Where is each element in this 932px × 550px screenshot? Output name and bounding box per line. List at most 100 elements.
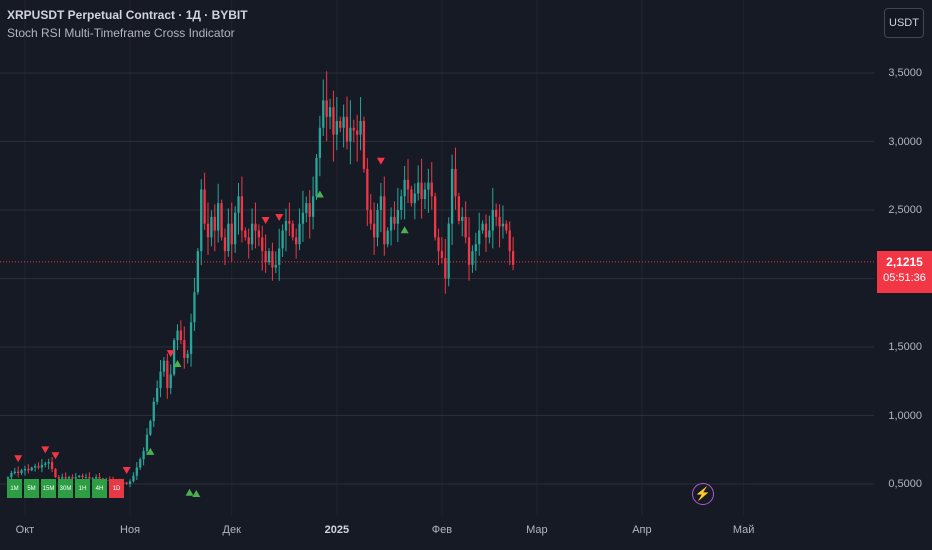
candle	[156, 388, 159, 402]
candle	[257, 230, 261, 238]
candle	[291, 223, 294, 238]
candle	[81, 475, 84, 478]
candle	[413, 193, 416, 204]
candle	[17, 471, 20, 474]
candle	[437, 237, 440, 252]
timeframe-cell: 4H	[92, 479, 107, 498]
candle	[230, 223, 233, 245]
buy-signal-marker	[192, 489, 201, 497]
candle	[495, 210, 498, 217]
candle	[396, 210, 399, 224]
candle	[139, 459, 142, 468]
candle	[132, 475, 135, 482]
time-tick-label: Мар	[526, 524, 548, 536]
candle	[30, 467, 33, 471]
timeframe-cell: 1H	[75, 479, 90, 498]
candle	[349, 127, 352, 142]
candle	[376, 210, 379, 238]
candle	[152, 401, 155, 421]
candle	[410, 189, 413, 204]
candle	[244, 230, 247, 238]
candle	[403, 179, 406, 197]
candle	[84, 477, 88, 479]
sell-signal-marker	[14, 455, 23, 463]
candle	[393, 216, 396, 224]
candle	[386, 230, 389, 245]
candle	[23, 468, 27, 471]
candle	[64, 477, 67, 479]
candle	[13, 471, 16, 474]
sell-signal-marker	[376, 157, 385, 165]
candle	[200, 189, 203, 252]
candle	[169, 374, 172, 389]
candle	[186, 353, 189, 358]
buy-signal-marker	[146, 447, 155, 455]
candle	[149, 420, 152, 435]
price-tick-label: 3,5000	[888, 67, 922, 79]
candle	[223, 237, 227, 252]
candle	[47, 462, 50, 464]
candle	[176, 330, 179, 341]
candle	[247, 237, 250, 245]
buy-signal-marker	[400, 226, 409, 234]
candle	[237, 196, 240, 213]
candle	[67, 477, 71, 479]
timeframe-table: 1M 5M 15M 30M 1H 4H 1D	[7, 479, 124, 498]
indicator-title[interactable]: Stoch RSI Multi-Timeframe Cross Indicato…	[7, 26, 235, 40]
candle	[501, 223, 505, 227]
candle	[37, 466, 40, 468]
candle	[98, 477, 101, 479]
candle	[444, 257, 447, 279]
candle	[356, 130, 359, 135]
timeframe-cell: 15M	[41, 479, 56, 498]
candle	[301, 212, 305, 224]
candle	[484, 223, 488, 238]
time-tick-label: Окт	[15, 524, 35, 536]
price-tick-label: 0,5000	[888, 478, 922, 490]
candles	[6, 71, 515, 488]
candle	[78, 475, 81, 478]
candle	[189, 322, 193, 354]
candle	[508, 230, 511, 252]
candle	[50, 462, 54, 469]
candle	[450, 168, 454, 224]
symbol-title[interactable]: XRPUSDT Perpetual Contract · 1Д · BYBIT	[7, 8, 248, 22]
candle	[196, 251, 199, 293]
candle	[220, 203, 223, 238]
candle	[478, 230, 481, 245]
candle	[142, 451, 145, 460]
time-tick-label: 2025	[324, 524, 350, 536]
candle	[318, 127, 322, 158]
candle	[315, 157, 318, 197]
candle	[457, 196, 461, 221]
time-tick-label: Дек	[222, 524, 241, 536]
currency-button[interactable]: USDT	[884, 8, 924, 38]
timeframe-cell: 1D	[109, 479, 124, 498]
candle	[471, 251, 474, 265]
candle	[322, 100, 325, 128]
candle	[203, 189, 206, 224]
candle	[433, 196, 437, 238]
candle	[254, 223, 257, 231]
candle	[125, 482, 128, 484]
candle	[213, 216, 216, 231]
candle	[417, 182, 420, 194]
candle	[94, 477, 98, 479]
time-tick-label: Фев	[431, 524, 453, 536]
candle	[193, 292, 196, 323]
candle	[6, 477, 10, 479]
candle	[166, 360, 169, 389]
candle	[454, 168, 457, 197]
price-tick-label: 3,0000	[888, 135, 922, 148]
candle	[233, 212, 237, 245]
candle	[359, 120, 362, 135]
lightning-icon[interactable]: ⚡	[692, 483, 714, 505]
candle	[61, 477, 64, 479]
candle	[183, 340, 186, 358]
buy-signal-marker	[173, 360, 182, 368]
candle	[159, 371, 162, 389]
sell-signal-marker	[166, 350, 175, 358]
candle	[352, 127, 355, 131]
